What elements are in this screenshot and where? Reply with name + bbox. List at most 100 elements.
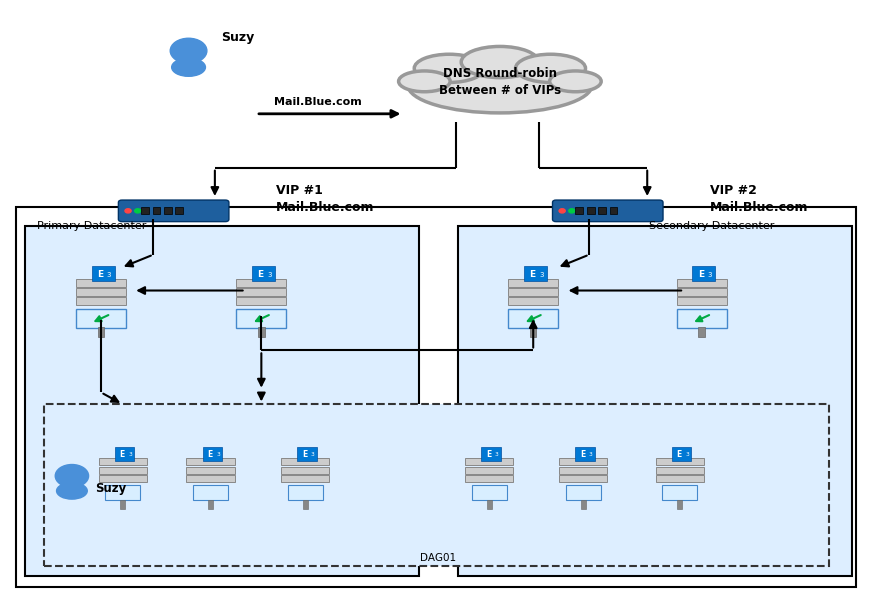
Bar	[281, 458, 329, 465]
Bar	[676, 279, 727, 287]
Bar	[75, 309, 126, 328]
Bar	[99, 458, 147, 465]
Bar	[466, 458, 514, 465]
Text: 3: 3	[267, 272, 272, 278]
Bar	[115, 447, 134, 461]
Text: Suzy: Suzy	[95, 482, 126, 495]
Text: E: E	[487, 450, 491, 459]
Bar	[75, 288, 126, 296]
Text: Secondary Datacenter: Secondary Datacenter	[649, 220, 774, 231]
Text: 3: 3	[107, 272, 111, 278]
Bar	[676, 288, 727, 296]
Bar	[598, 207, 606, 214]
Bar	[92, 265, 115, 281]
Bar	[508, 288, 559, 296]
Text: E: E	[208, 450, 212, 459]
Text: 3: 3	[128, 452, 132, 458]
Bar	[508, 297, 559, 305]
Text: E: E	[120, 450, 125, 459]
Bar	[75, 279, 126, 287]
Bar	[587, 207, 595, 214]
Bar	[236, 288, 287, 296]
Text: VIP #2
Mail.Blue.com: VIP #2 Mail.Blue.com	[710, 184, 809, 214]
Bar	[236, 279, 287, 287]
Ellipse shape	[408, 57, 592, 113]
Text: Primary Datacenter: Primary Datacenter	[37, 220, 146, 231]
Bar	[75, 297, 126, 305]
Ellipse shape	[550, 71, 601, 92]
Circle shape	[170, 38, 207, 63]
Bar	[153, 207, 160, 214]
Text: E: E	[96, 270, 103, 279]
Bar	[610, 207, 617, 214]
Text: Suzy: Suzy	[221, 31, 254, 44]
Text: 3: 3	[495, 452, 499, 458]
Text: 3: 3	[708, 272, 712, 278]
Bar	[99, 467, 147, 474]
Text: 3: 3	[588, 452, 593, 458]
Bar	[25, 226, 419, 576]
Bar	[656, 467, 703, 474]
Text: E: E	[257, 270, 263, 279]
Bar	[560, 467, 607, 474]
Bar	[508, 309, 559, 328]
Ellipse shape	[414, 55, 484, 83]
Ellipse shape	[516, 55, 586, 83]
Bar	[175, 207, 183, 214]
Bar	[560, 475, 607, 482]
Bar	[44, 404, 829, 566]
Text: 3: 3	[685, 452, 689, 458]
Bar	[97, 327, 104, 337]
Bar	[281, 475, 329, 482]
Text: DNS Round-robin
Between # of VIPs: DNS Round-robin Between # of VIPs	[438, 67, 561, 97]
Bar	[164, 207, 172, 214]
Ellipse shape	[461, 47, 538, 78]
Text: VIP #1
Mail.Blue.com: VIP #1 Mail.Blue.com	[276, 184, 374, 214]
Text: Mail.Blue.com: Mail.Blue.com	[275, 97, 362, 107]
Bar	[677, 500, 682, 509]
Bar	[303, 500, 308, 509]
FancyBboxPatch shape	[553, 200, 663, 222]
Bar	[466, 467, 514, 474]
Text: DAG01: DAG01	[420, 553, 457, 563]
Bar	[672, 447, 691, 461]
Bar	[560, 458, 607, 465]
Bar	[530, 327, 537, 337]
Circle shape	[55, 465, 89, 488]
Bar	[458, 226, 852, 576]
Bar	[208, 500, 213, 509]
Ellipse shape	[398, 71, 450, 92]
Bar	[693, 265, 716, 281]
Bar	[186, 475, 235, 482]
Text: E: E	[529, 270, 535, 279]
Bar	[120, 500, 125, 509]
Text: E: E	[581, 450, 585, 459]
Bar	[466, 475, 514, 482]
Circle shape	[135, 209, 140, 213]
Bar	[566, 485, 601, 500]
Text: E: E	[303, 450, 307, 459]
Bar	[99, 475, 147, 482]
Ellipse shape	[172, 58, 205, 76]
Bar	[481, 447, 501, 461]
Bar	[253, 265, 275, 281]
Bar	[16, 207, 856, 587]
Bar	[193, 485, 228, 500]
Bar	[281, 467, 329, 474]
Bar	[524, 265, 547, 281]
Text: E: E	[697, 270, 703, 279]
Circle shape	[568, 209, 574, 213]
Bar	[487, 500, 492, 509]
Bar	[105, 485, 140, 500]
Text: 3: 3	[216, 452, 220, 458]
Bar	[186, 467, 235, 474]
Bar	[472, 485, 507, 500]
FancyBboxPatch shape	[118, 200, 229, 222]
Bar	[656, 458, 703, 465]
Bar	[203, 447, 222, 461]
Circle shape	[559, 209, 565, 213]
Bar	[288, 485, 323, 500]
Bar	[258, 327, 265, 337]
Bar	[575, 447, 595, 461]
Circle shape	[125, 209, 132, 213]
